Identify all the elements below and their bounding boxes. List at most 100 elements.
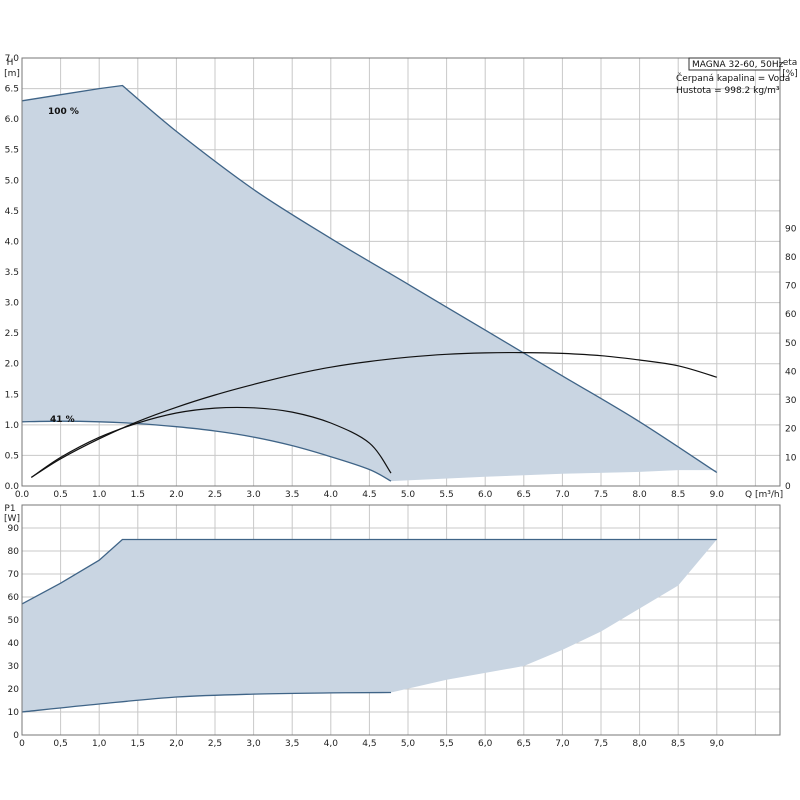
flow-x-tick-label: 3.5: [285, 490, 299, 500]
flow-x-tick-label: 2.5: [208, 490, 222, 500]
power-x-tick-label: 1,5: [131, 739, 145, 749]
head-y-tick-label: 0.5: [5, 451, 19, 461]
power-y-tick-label: 80: [8, 547, 20, 557]
head-y-tick-label: 1.0: [5, 421, 20, 431]
head-frame: [21, 57, 781, 487]
power-x-tick-label: 9,0: [710, 739, 725, 749]
power-x-tick-label: 7,5: [594, 739, 608, 749]
head-y-tick-label: 6.0: [5, 115, 20, 125]
flow-x-tick-label: 4.0: [324, 490, 339, 500]
power-y-ticks: 0 10 20 30 40 50 60 70 80 90: [8, 524, 20, 741]
flow-x-tick-label: 5.5: [439, 490, 453, 500]
head-y-tick-label: 5.5: [5, 146, 19, 156]
flow-x-tick-label: 7.0: [555, 490, 570, 500]
power-x-tick-label: 6,5: [517, 739, 531, 749]
head-y-tick-label: 3.5: [5, 268, 19, 278]
head-y-tick-label: 2.0: [5, 360, 20, 370]
power-x-tick-label: 1,0: [92, 739, 107, 749]
power-x-tick-label: 4,0: [324, 739, 339, 749]
model-box: [688, 57, 781, 71]
power-y-tick-label: 20: [8, 685, 20, 695]
power-x-tick-label: 6,0: [478, 739, 493, 749]
head-y-tick-label: 4.5: [5, 207, 19, 217]
power-x-tick-label: 0: [19, 739, 25, 749]
power-x-tick-label: 3,5: [285, 739, 299, 749]
flow-x-tick-label: 1.0: [92, 490, 107, 500]
power-y-tick-label: 0: [13, 731, 19, 741]
eta-tick-label: 20: [785, 425, 797, 435]
power-frame: [21, 504, 781, 736]
power-x-tick-label: 7,0: [555, 739, 570, 749]
power-y-tick-label: 90: [8, 524, 20, 534]
head-y-tick-label: 4.0: [5, 237, 20, 247]
power-x-tick-label: 2,5: [208, 739, 222, 749]
head-y-tick-label: 1.5: [5, 390, 19, 400]
power-axis-unit: [W]: [4, 514, 20, 524]
head-y-tick-label: 7.0: [5, 54, 20, 64]
power-x-tick-label: 5,5: [439, 739, 453, 749]
power-min-curve: [21, 691, 392, 713]
flow-x-tick-label: 5.0: [401, 490, 416, 500]
flow-x-tick-label: 3.0: [246, 490, 261, 500]
efficiency-curve-2: [30, 406, 392, 478]
eta-tick-label: 80: [785, 253, 797, 263]
power-y-tick-label: 10: [8, 708, 20, 718]
head-y-tick-label: 5.0: [5, 176, 20, 186]
head-y-tick-label: 2.5: [5, 329, 19, 339]
eta-ticks: 0 10 20 30 40 50 60 70 80 90: [785, 224, 797, 492]
eta-tick-label: 0: [785, 482, 791, 492]
power-area: [22, 539, 717, 712]
power-max-curve: [21, 538, 717, 605]
efficiency-curves: [30, 351, 717, 478]
eta-tick-label: 10: [785, 453, 797, 463]
eta-tick-label: 60: [785, 310, 797, 320]
power-x-tick-label: 3,0: [246, 739, 261, 749]
flow-x-ticks: 0.0 0.5 1.0 1.5 2.0 2.5 3.0 3.5 4.0 4.5 5.0 5.5 6.0 6…: [15, 490, 724, 500]
power-x-tick-label: 0,5: [53, 739, 67, 749]
flow-x-tick-label: 0.5: [53, 490, 67, 500]
power-x-ticks: 0 0,5 1,0 1,5 2,0 2,5 3,0 3,5 4,0 4,5 5,0 5,5 6,0 6,5…: [19, 739, 724, 749]
power-y-tick-label: 60: [8, 593, 20, 603]
power-axis-label: P1: [4, 504, 15, 514]
head-y-tick-label: 3.0: [5, 299, 20, 309]
head-axis-label: H: [7, 58, 14, 68]
eta-tick-label: 50: [785, 339, 797, 349]
eta-tick-label: 30: [785, 396, 797, 406]
flow-x-tick-label: 8.0: [632, 490, 647, 500]
flow-x-tick-label: 6.5: [517, 490, 531, 500]
label-100-percent: 100 %: [48, 107, 79, 117]
head-panel: 0.0 0.5 1.0 1.5 2.0 2.5 3.0 3.5 4.0 4.5 5.0 5.5 6.0 6…: [4, 54, 798, 500]
power-y-tick-label: 40: [8, 639, 20, 649]
flow-x-tick-label: 1.5: [131, 490, 145, 500]
label-41-percent: 41 %: [50, 415, 75, 425]
head-axis-unit: [m]: [4, 69, 20, 79]
flow-x-tick-label: 2.0: [169, 490, 184, 500]
eta-axis-unit: [%]: [782, 69, 798, 79]
min-curve-41: [21, 420, 392, 482]
flow-x-tick-label: 7.5: [594, 490, 608, 500]
eta-axis-label: eta: [783, 58, 798, 68]
head-y-tick-label: 0.0: [5, 482, 20, 492]
operating-area: [22, 85, 717, 482]
density-info: Hustota = 998.2 kg/m³: [676, 86, 780, 96]
max-curve-100: [21, 84, 718, 474]
model-name: MAGNA 32-60, 50Hz: [692, 60, 784, 70]
power-y-tick-label: 30: [8, 662, 20, 672]
power-x-tick-label: 8,5: [671, 739, 685, 749]
eta-tick-label: 70: [785, 282, 797, 292]
flow-x-tick-label: 4.5: [362, 490, 376, 500]
flow-axis-label: Q [m³/h]: [745, 490, 783, 500]
flow-x-tick-label: 6.0: [478, 490, 493, 500]
flow-x-tick-label: 9.0: [710, 490, 725, 500]
power-y-tick-label: 70: [8, 570, 20, 580]
power-panel: 0 10 20 30 40 50 60 70 80 90 0 0,5 1,0 1,5 2,0 2,5 3,0 3…: [4, 504, 781, 749]
efficiency-curve-1: [30, 351, 717, 478]
eta-tick-label: 40: [785, 367, 797, 377]
power-x-tick-label: 2,0: [169, 739, 184, 749]
head-y-ticks: 0.0 0.5 1.0 1.5 2.0 2.5 3.0 3.5 4.0 4.5 5.0 5.5 6.0 6…: [5, 54, 20, 492]
power-x-tick-label: 8,0: [632, 739, 647, 749]
head-y-tick-label: 6.5: [5, 85, 19, 95]
power-x-tick-label: 5,0: [401, 739, 416, 749]
power-x-tick-label: 4,5: [362, 739, 376, 749]
